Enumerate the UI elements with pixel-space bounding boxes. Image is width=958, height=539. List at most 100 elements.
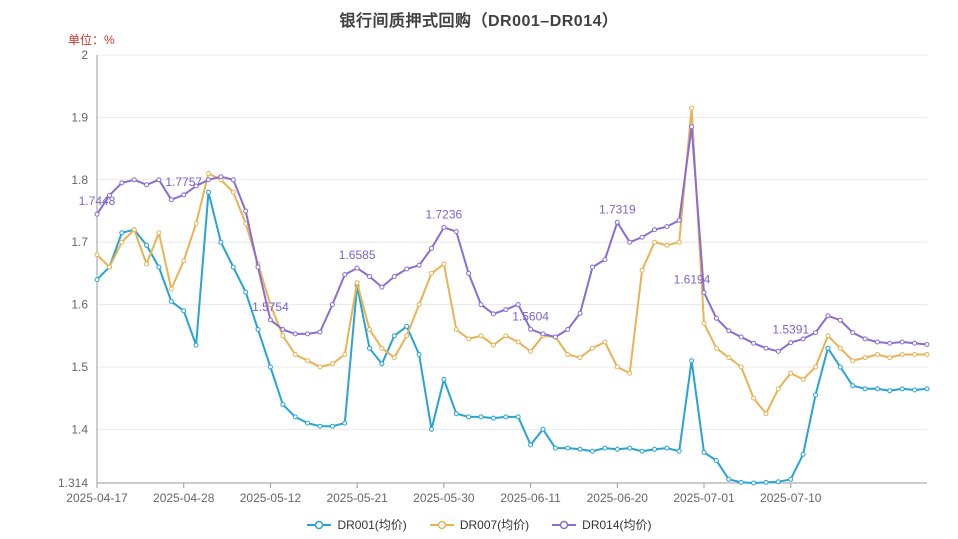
legend-item-dr014[interactable]: DR014(均价) xyxy=(551,516,652,533)
data-point-marker xyxy=(193,342,199,348)
legend-label-dr007: DR007(均价) xyxy=(459,518,530,532)
data-point-marker xyxy=(627,239,633,245)
data-point-marker xyxy=(466,270,472,276)
data-point-marker xyxy=(850,330,856,336)
data-point-marker xyxy=(800,336,806,342)
data-point-marker xyxy=(292,352,298,357)
data-point-marker xyxy=(218,174,224,180)
annotations: 1.7448 1.7757 1.5754 1.6585 1.7236 1.5604 1.73… xyxy=(79,175,810,337)
data-point-marker xyxy=(813,330,818,336)
data-point-marker xyxy=(639,234,645,240)
data-point-marker xyxy=(267,364,273,370)
data-point-marker xyxy=(528,348,534,354)
data-point-marker xyxy=(156,230,162,236)
data-point-marker xyxy=(652,239,657,245)
data-point-marker xyxy=(367,274,372,279)
x-axis: 2025-04-17 2025-04-28 2025-05-12 2025-05-21… xyxy=(66,482,927,505)
data-point-marker xyxy=(726,328,732,334)
data-point-marker xyxy=(862,386,868,392)
data-point-marker xyxy=(602,445,608,451)
data-point-marker xyxy=(912,340,918,346)
data-point-marker xyxy=(850,383,856,389)
data-point-marker xyxy=(255,327,261,332)
data-point-marker xyxy=(453,229,459,235)
data-point-marker xyxy=(280,401,286,407)
data-point-marker xyxy=(243,208,249,214)
data-point-marker xyxy=(94,277,100,283)
x-tick-label: 2025-07-10 xyxy=(760,491,822,505)
data-point-marker xyxy=(775,479,781,485)
data-point-marker xyxy=(874,352,880,357)
series-DR001(均价) xyxy=(94,189,930,486)
data-point-marker xyxy=(478,414,484,420)
data-point-marker xyxy=(181,308,187,314)
data-point-marker xyxy=(267,317,273,323)
data-point-marker xyxy=(676,239,682,245)
data-point-marker xyxy=(515,414,521,420)
data-point-marker xyxy=(144,261,150,267)
data-point-marker xyxy=(119,239,125,245)
data-point-marker xyxy=(193,183,199,189)
data-point-marker xyxy=(156,264,162,270)
legend-item-dr001[interactable]: DR001(均价) xyxy=(306,516,407,533)
data-point-marker xyxy=(862,355,868,361)
data-point-marker xyxy=(788,476,794,482)
data-point-marker xyxy=(552,445,558,451)
data-point-marker xyxy=(280,327,286,332)
data-point-marker xyxy=(813,392,818,398)
y-tick-label: 1.7 xyxy=(71,235,88,249)
data-point-marker xyxy=(181,258,187,264)
series-line xyxy=(96,125,928,353)
data-point-marker xyxy=(144,182,150,188)
y-tick-label: 1.9 xyxy=(71,110,88,124)
data-point-marker xyxy=(713,345,719,351)
y-tick-label: 1.4 xyxy=(71,422,88,436)
data-point-marker xyxy=(206,177,211,183)
data-point-marker xyxy=(800,451,806,457)
data-point-marker xyxy=(652,227,657,233)
data-point-marker xyxy=(912,352,918,357)
data-point-marker xyxy=(515,339,521,345)
data-point-marker xyxy=(590,345,595,351)
data-point-marker xyxy=(391,333,397,339)
data-point-marker xyxy=(168,197,174,203)
annotation-label: 1.7448 xyxy=(79,194,116,208)
data-point-marker xyxy=(552,334,558,340)
data-point-marker xyxy=(193,221,199,226)
annotation-label: 1.7319 xyxy=(599,202,636,216)
data-point-marker xyxy=(751,340,757,346)
x-tick-label: 2025-04-28 xyxy=(153,491,215,505)
dr007-legend-icon xyxy=(429,520,454,529)
data-point-marker xyxy=(590,448,595,454)
y-tick-label: 1.314 xyxy=(58,476,88,490)
data-point-marker xyxy=(652,446,657,452)
data-point-marker xyxy=(528,326,534,332)
legend-item-dr007[interactable]: DR007(均价) xyxy=(429,516,529,533)
data-point-marker xyxy=(243,289,249,295)
data-point-marker xyxy=(292,414,298,420)
annotation-label: 1.6194 xyxy=(674,272,711,286)
data-point-marker xyxy=(416,262,422,268)
data-point-marker xyxy=(813,364,818,370)
data-point-marker xyxy=(874,386,880,392)
data-point-marker xyxy=(429,245,434,251)
data-point-marker xyxy=(738,479,744,485)
data-point-marker xyxy=(614,446,620,452)
data-point-marker xyxy=(924,386,930,392)
data-point-marker xyxy=(899,352,905,357)
data-point-marker xyxy=(775,386,781,392)
y-tick-label: 2 xyxy=(81,48,88,62)
data-point-marker xyxy=(899,386,905,392)
x-tick-label: 2025-04-17 xyxy=(66,491,128,505)
dr014-legend-icon xyxy=(552,520,577,529)
data-point-marker xyxy=(726,355,732,361)
data-point-marker xyxy=(404,266,410,272)
data-point-marker xyxy=(305,331,311,337)
data-point-marker xyxy=(887,355,893,361)
data-point-marker xyxy=(577,310,583,316)
annotation-label: 1.6585 xyxy=(339,248,376,262)
x-tick-label: 2025-06-11 xyxy=(500,491,561,505)
data-point-marker xyxy=(627,370,633,376)
